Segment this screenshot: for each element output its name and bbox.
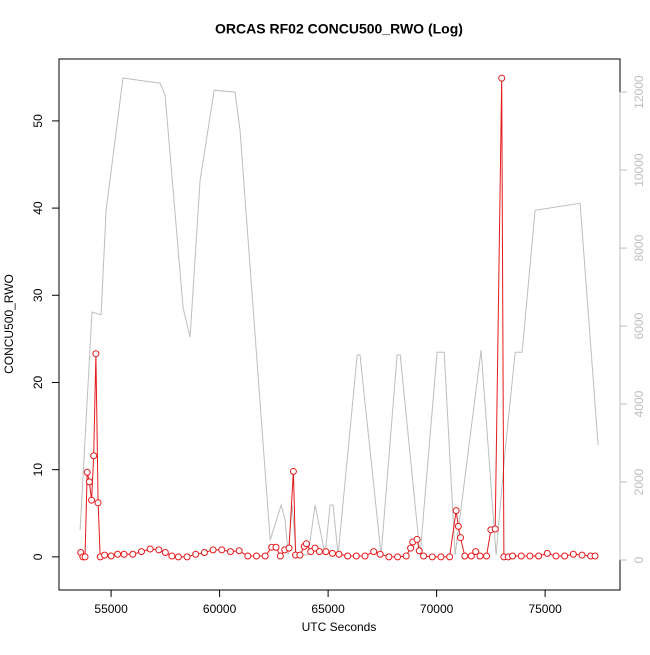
data-point: [81, 553, 89, 561]
data-point: [446, 553, 454, 561]
data-point: [174, 553, 182, 561]
y2-tick-label: 8000: [632, 234, 646, 261]
data-point: [161, 549, 169, 557]
data-point: [483, 552, 491, 560]
data-point: [218, 546, 226, 554]
data-point: [88, 496, 96, 504]
data-point: [394, 553, 402, 561]
chart-title: ORCAS RF02 CONCU500_RWO (Log): [215, 21, 463, 37]
data-point: [517, 552, 525, 560]
data-point: [413, 535, 421, 543]
data-point: [101, 551, 109, 559]
x-tick-label: 70000: [420, 602, 454, 616]
data-point: [420, 552, 428, 560]
data-point: [285, 544, 293, 552]
data-point: [591, 552, 599, 560]
data-point: [543, 549, 551, 557]
data-point: [452, 507, 460, 515]
data-point: [315, 548, 323, 556]
data-point: [296, 551, 304, 559]
x-tick-label: 55000: [94, 602, 128, 616]
data-point: [226, 548, 234, 556]
x-axis-label: UTC Seconds: [302, 620, 377, 634]
y2-tick-label: 2000: [632, 468, 646, 495]
data-point: [85, 478, 93, 486]
data-point: [302, 540, 310, 548]
data-point: [137, 548, 145, 556]
y2-tick-label: 0: [632, 556, 646, 563]
data-point: [209, 546, 217, 554]
data-point: [235, 547, 243, 555]
y-tick-label: 40: [31, 201, 45, 215]
data-point: [328, 549, 336, 557]
data-point: [192, 550, 200, 558]
data-point: [552, 552, 560, 560]
data-point: [491, 525, 499, 533]
data-point: [155, 546, 163, 554]
data-point: [352, 552, 360, 560]
y-axis-label: CONCU500_RWO: [2, 274, 16, 374]
data-point: [276, 552, 284, 560]
x-tick-label: 65000: [311, 602, 345, 616]
data-point: [376, 550, 384, 558]
data-point: [252, 552, 260, 560]
data-point: [461, 552, 469, 560]
data-point: [454, 522, 462, 530]
data-point: [535, 552, 543, 560]
data-point: [569, 550, 577, 558]
x-tick-label: 75000: [528, 602, 562, 616]
y2-tick-label: 10000: [632, 153, 646, 187]
data-point: [498, 74, 506, 82]
y-tick-label: 30: [31, 288, 45, 302]
data-point: [472, 548, 480, 556]
data-point: [120, 550, 128, 558]
data-point: [272, 543, 280, 551]
data-point: [114, 550, 122, 558]
data-point: [578, 551, 586, 559]
data-point: [244, 552, 252, 560]
data-point: [90, 452, 98, 460]
data-point: [92, 350, 100, 358]
y2-tick-label: 12000: [632, 75, 646, 109]
y2-tick-label: 4000: [632, 390, 646, 417]
data-point: [437, 553, 445, 561]
data-point: [168, 552, 176, 560]
y2-tick-label: 6000: [632, 312, 646, 339]
y-tick-label: 20: [31, 375, 45, 389]
data-point: [129, 550, 137, 558]
data-point: [107, 552, 115, 560]
data-point: [183, 553, 191, 561]
data-point: [261, 552, 269, 560]
data-point: [428, 553, 436, 561]
data-point: [335, 550, 343, 558]
y-tick-label: 50: [31, 114, 45, 128]
data-point: [509, 552, 517, 560]
y-tick-label: 0: [31, 553, 45, 560]
data-point: [344, 552, 352, 560]
data-point: [146, 545, 154, 553]
data-point: [561, 552, 569, 560]
data-point: [94, 499, 102, 507]
data-point: [407, 544, 415, 552]
data-point: [456, 534, 464, 542]
data-point: [476, 552, 484, 560]
data-point: [361, 552, 369, 560]
data-point: [526, 552, 534, 560]
series-line: [79, 77, 599, 556]
data-point: [200, 549, 208, 557]
data-point: [83, 468, 91, 476]
data-point: [370, 548, 378, 556]
data-point: [385, 553, 393, 561]
data-point: [402, 552, 410, 560]
data-point: [415, 547, 423, 555]
data-point: [289, 467, 297, 475]
x-tick-label: 60000: [203, 602, 237, 616]
data-point: [322, 548, 330, 556]
y-tick-label: 10: [31, 463, 45, 477]
data-point: [467, 552, 475, 560]
